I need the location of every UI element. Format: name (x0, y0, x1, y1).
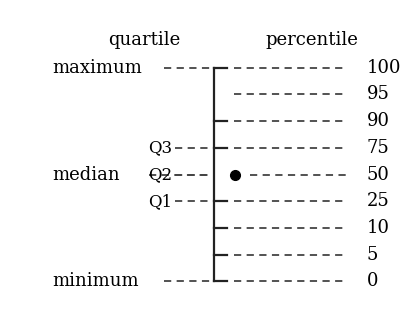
Text: Q3: Q3 (148, 140, 172, 157)
Text: Q2: Q2 (148, 166, 172, 183)
Text: 5: 5 (367, 246, 378, 264)
Text: 10: 10 (367, 219, 390, 237)
Text: percentile: percentile (265, 31, 358, 49)
Text: 75: 75 (367, 139, 389, 157)
Text: 90: 90 (367, 112, 390, 130)
Text: 50: 50 (367, 166, 389, 183)
Text: quartile: quartile (108, 31, 181, 49)
Text: maximum: maximum (52, 59, 142, 77)
Text: 25: 25 (367, 192, 389, 210)
Text: median: median (52, 166, 120, 183)
Text: minimum: minimum (52, 272, 139, 290)
Text: 100: 100 (367, 59, 401, 77)
Text: 95: 95 (367, 86, 389, 104)
Text: 0: 0 (367, 272, 378, 290)
Text: Q1: Q1 (148, 193, 172, 210)
